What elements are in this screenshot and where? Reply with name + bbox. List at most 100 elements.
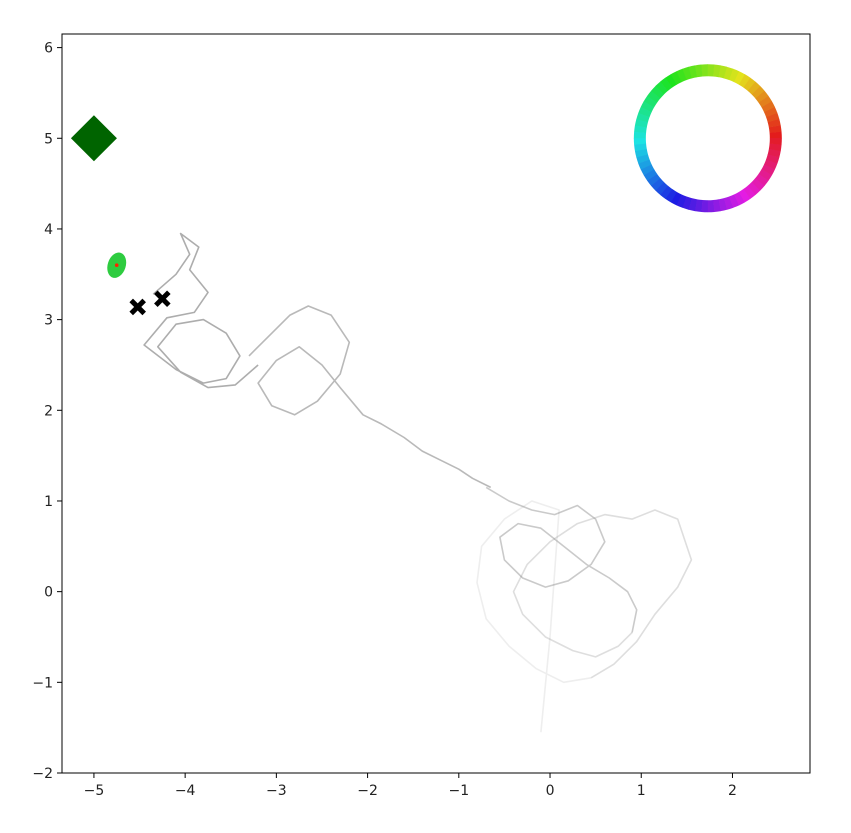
color-wheel-segment — [768, 125, 782, 133]
color-wheel-segment — [718, 198, 728, 212]
color-wheel-segment — [763, 106, 778, 118]
y-tick-label: −2 — [32, 766, 53, 782]
color-wheel-segment — [655, 182, 669, 196]
color-wheel-segment — [723, 196, 734, 210]
color-wheel-segment — [701, 64, 708, 77]
color-wheel-segment — [734, 191, 746, 206]
color-wheel-segment — [682, 66, 692, 81]
color-wheel-segment — [676, 68, 687, 83]
color-wheel-segment — [670, 71, 682, 85]
color-wheel-segment — [766, 112, 780, 123]
color-wheel-segment — [764, 159, 778, 170]
color-wheel-segment — [694, 199, 703, 213]
trajectory-segment-2 — [248, 305, 492, 489]
y-tick-label: 3 — [44, 313, 53, 329]
color-wheel-segment — [733, 71, 745, 85]
color-wheel-segment — [634, 125, 647, 134]
color-wheel-segment — [670, 191, 682, 206]
color-wheel-segment — [758, 95, 772, 108]
color-wheel-segment — [767, 118, 781, 128]
color-wheel-segment — [751, 85, 765, 99]
plot-frame — [61, 33, 811, 774]
color-wheel-segment — [643, 169, 658, 181]
y-tick-label: 6 — [44, 41, 53, 57]
trajectory-layer — [143, 232, 693, 733]
color-wheel-segment — [769, 137, 782, 145]
color-wheel-segment — [633, 131, 647, 139]
x-tick-label: −3 — [266, 783, 287, 799]
color-wheel-segment — [660, 77, 673, 91]
color-wheel-segment — [638, 107, 652, 118]
x-tick-label: 2 — [728, 783, 737, 799]
y-tick-label: 1 — [44, 494, 53, 510]
color-wheel-segment — [676, 194, 687, 208]
color-wheel-segment — [729, 194, 740, 208]
color-wheel-segment — [655, 81, 668, 95]
color-wheel-segment — [743, 185, 756, 199]
color-wheel-segment — [634, 149, 649, 158]
x-tick-label: −5 — [84, 783, 105, 799]
color-wheel-segment — [647, 90, 661, 103]
marker-layer — [70, 115, 171, 316]
color-wheel-segment — [761, 164, 776, 176]
color-wheel-segment — [634, 143, 647, 152]
color-wheel-segment — [707, 64, 715, 77]
color-wheel-segment — [755, 173, 769, 186]
color-wheel-segment — [728, 68, 740, 83]
color-wheel-segment — [633, 138, 647, 146]
color-wheel-segment — [768, 143, 782, 152]
x-tick-label: 1 — [637, 783, 646, 799]
color-wheel-segment — [712, 64, 721, 78]
trajectory-segment-1 — [143, 232, 259, 389]
color-wheel-segment — [688, 65, 698, 79]
color-wheel-segment — [747, 181, 761, 195]
x-tick-label: −4 — [175, 783, 196, 799]
color-wheel-segment — [665, 189, 678, 203]
color-wheel-segment — [738, 188, 751, 203]
trajectory-segment-4 — [512, 509, 693, 679]
color-wheel-segment — [636, 154, 650, 164]
color-wheel-segment — [647, 173, 661, 187]
color-wheel-segment — [651, 178, 665, 191]
color-wheel-segment — [688, 198, 698, 212]
y-tick-label: 2 — [44, 403, 53, 419]
color-wheel-segment — [713, 199, 721, 212]
color-wheel-segment — [650, 85, 664, 99]
green-diamond — [70, 115, 117, 162]
x-tick-label: 0 — [546, 783, 555, 799]
color-wheel-segment — [769, 131, 782, 139]
y-tick-label: −1 — [32, 675, 53, 691]
color-wheel-segment — [660, 185, 673, 200]
color-wheel-segment — [758, 169, 773, 181]
y-tick-label: 4 — [44, 222, 53, 238]
trajectory-segment-3 — [485, 486, 638, 633]
color-wheel-segment — [718, 65, 727, 79]
color-wheel-segment — [747, 81, 761, 95]
color-wheel-segment — [640, 101, 655, 113]
color-wheel-segment — [694, 64, 703, 78]
x-marker-2 — [154, 290, 171, 308]
color-wheel-segment — [640, 164, 655, 176]
color-wheel-segment — [738, 74, 751, 88]
color-wheel-segment — [751, 177, 765, 191]
axes-layer: −5 −4 −3 −2 −1 0 1 2 −2 −1 0 1 2 3 4 5 6 — [32, 41, 737, 799]
color-wheel-segment — [665, 74, 677, 88]
x-tick-label: −1 — [448, 783, 469, 799]
color-wheel-segment — [643, 95, 658, 108]
color-wheel-segment — [701, 200, 709, 213]
y-tick-label: 0 — [44, 585, 53, 601]
color-wheel-segment — [761, 101, 775, 113]
color-wheel-segment — [638, 159, 652, 170]
color-wheel-segment — [755, 90, 769, 103]
color-wheel-segment — [634, 119, 648, 128]
y-tick-label: 5 — [44, 131, 53, 147]
color-wheel-segment — [743, 77, 756, 91]
trajectory-segment-5 — [476, 500, 592, 733]
x-marker-1 — [129, 298, 146, 316]
red-dot — [114, 263, 119, 268]
color-wheel — [633, 64, 782, 213]
x-tick-label: −2 — [357, 783, 378, 799]
color-wheel-segment — [707, 200, 715, 213]
